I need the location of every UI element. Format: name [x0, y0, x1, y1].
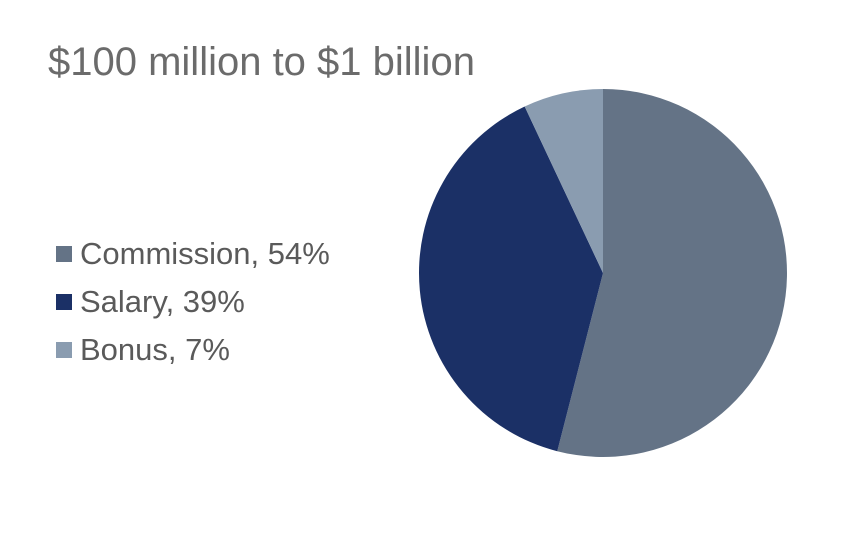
pie-chart-area: [410, 80, 800, 470]
legend-swatch-bonus: [56, 342, 72, 358]
legend-swatch-salary: [56, 294, 72, 310]
chart-title: $100 million to $1 billion: [48, 40, 475, 84]
pie-slice-bonus: [524, 89, 603, 273]
legend-item-bonus: Bonus, 7%: [56, 326, 330, 374]
legend-label-salary: Salary, 39%: [80, 284, 245, 319]
chart-legend: Commission, 54% Salary, 39% Bonus, 7%: [56, 230, 330, 374]
legend-swatch-commission: [56, 246, 72, 262]
pie-chart: [418, 89, 787, 457]
pie-slice-salary: [418, 106, 603, 452]
legend-label-commission: Commission, 54%: [80, 236, 330, 271]
legend-item-commission: Commission, 54%: [56, 230, 330, 278]
legend-item-salary: Salary, 39%: [56, 278, 330, 326]
legend-label-bonus: Bonus, 7%: [80, 332, 230, 367]
pie-slice-commission: [557, 89, 787, 457]
